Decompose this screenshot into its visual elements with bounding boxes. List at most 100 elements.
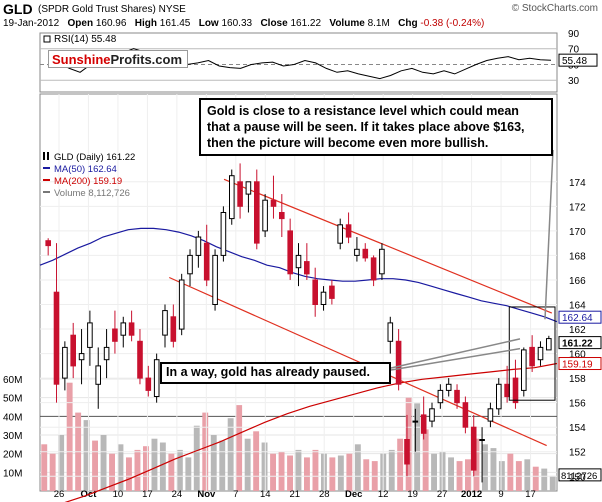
candle-body <box>504 383 510 398</box>
ohlc-summary: 19-Jan-2012 Open 160.96 High 161.45 Low … <box>3 18 484 29</box>
price-tick-label: 170 <box>569 227 586 238</box>
volume-bar <box>397 438 404 491</box>
candle-body <box>437 389 444 404</box>
price-last-box <box>558 336 602 350</box>
time-tick-label: Dec <box>345 489 362 500</box>
time-tick-label: 12 <box>378 489 389 500</box>
time-tick-label: 17 <box>142 489 153 500</box>
high-value: 161.45 <box>159 18 191 29</box>
candle-body <box>470 426 477 471</box>
volume-bar <box>236 405 243 491</box>
candle-body <box>529 346 535 367</box>
high-label: High <box>134 18 157 29</box>
close-value: 161.22 <box>290 18 322 29</box>
candle-body <box>153 359 160 398</box>
candle-body <box>462 402 469 428</box>
candle-body <box>270 199 277 207</box>
volume-value: 8.1M <box>367 18 390 29</box>
price-tick-label: 156 <box>569 399 586 410</box>
candle-body <box>379 248 385 275</box>
candle-body <box>87 322 93 348</box>
volume-bar <box>287 455 293 491</box>
volume-bar <box>219 440 226 491</box>
trendline <box>169 276 547 447</box>
volume-tick-label: 60M <box>3 375 22 386</box>
volume-bar <box>363 459 370 491</box>
candle-body <box>120 322 127 336</box>
candle-body <box>445 383 452 391</box>
recent-candles-box <box>508 306 556 401</box>
volume-bar <box>270 453 276 491</box>
rsi-last-label: 55.48 <box>562 56 587 67</box>
candle-body <box>53 291 60 385</box>
candle-body <box>521 349 527 391</box>
candle-body <box>245 181 252 195</box>
candle-body <box>170 316 177 342</box>
price-tick-label: 162 <box>569 325 586 336</box>
price-panel-frame <box>39 93 558 492</box>
time-tick-label: 14 <box>260 489 271 500</box>
volume-last-box <box>558 468 602 482</box>
candle-body <box>137 340 143 379</box>
volume-bar <box>92 440 98 491</box>
volume-bar <box>176 449 183 491</box>
volume-bar <box>337 455 344 491</box>
volume-bar <box>134 449 141 491</box>
volume-bar <box>168 453 175 491</box>
volume-bar <box>185 457 192 491</box>
price-last-label: 161.22 <box>562 339 593 350</box>
volume-bar <box>66 382 73 491</box>
price-legend-entry: MA(50) 162.64 <box>54 164 117 175</box>
candle-body <box>162 310 168 336</box>
price-legend-entry: Volume 8,112,726 <box>54 188 130 199</box>
trendline <box>223 178 553 314</box>
price-tick-label: 150 <box>569 472 586 483</box>
open-value: 160.96 <box>95 18 127 29</box>
price-tick-label: 158 <box>569 374 586 385</box>
volume-bar <box>532 466 539 491</box>
low-label: Low <box>198 18 219 29</box>
candle-body <box>212 254 218 305</box>
volume-tick-label: 20M <box>3 450 22 461</box>
time-tick-label: 2012 <box>461 489 482 500</box>
candle-body <box>429 408 435 422</box>
price-legend-entry: GLD (Daily) 161.22 <box>54 152 135 163</box>
candle-body <box>78 353 85 361</box>
price-last-label: 162.64 <box>562 313 593 324</box>
low-value: 160.33 <box>221 18 253 29</box>
rsi-line <box>47 48 552 80</box>
sunshine-profits-logo: SunshineProfits.com <box>48 50 188 68</box>
rsi-tick-label: 30 <box>568 76 580 87</box>
volume-bar <box>151 438 158 491</box>
time-tick-label: 19 <box>407 489 418 500</box>
volume-bar <box>210 435 217 491</box>
rsi-tick-label: 70 <box>568 45 580 56</box>
candle-body <box>362 248 369 259</box>
chart-title: GLD <box>3 1 33 17</box>
candle-body <box>62 346 68 379</box>
candle-body <box>404 439 410 465</box>
volume-bar <box>278 451 285 491</box>
candle-body <box>145 377 152 391</box>
price-tick-label: 172 <box>569 202 586 213</box>
date-label: 19-Jan-2012 <box>3 18 60 29</box>
candle-body <box>103 346 110 361</box>
time-tick-label: 24 <box>172 489 183 500</box>
volume-label: Volume <box>329 18 365 29</box>
candle-body <box>279 212 285 220</box>
volume-bar <box>159 442 166 491</box>
chart-subtitle: (SPDR Gold Trust Shares) NYSE <box>38 4 186 15</box>
volume-bar <box>490 448 497 491</box>
candle-body <box>304 261 310 275</box>
volume-bar <box>126 457 132 491</box>
price-tick-label: 152 <box>569 448 586 459</box>
time-tick-label: 10 <box>113 489 124 500</box>
candle-body <box>262 199 268 232</box>
candle-body <box>320 291 327 306</box>
volume-bar <box>346 453 353 491</box>
logo-part-1: Sunshine <box>52 52 111 67</box>
volume-bar <box>354 444 361 491</box>
price-tick-label: 154 <box>569 423 586 434</box>
volume-bar <box>83 420 90 491</box>
